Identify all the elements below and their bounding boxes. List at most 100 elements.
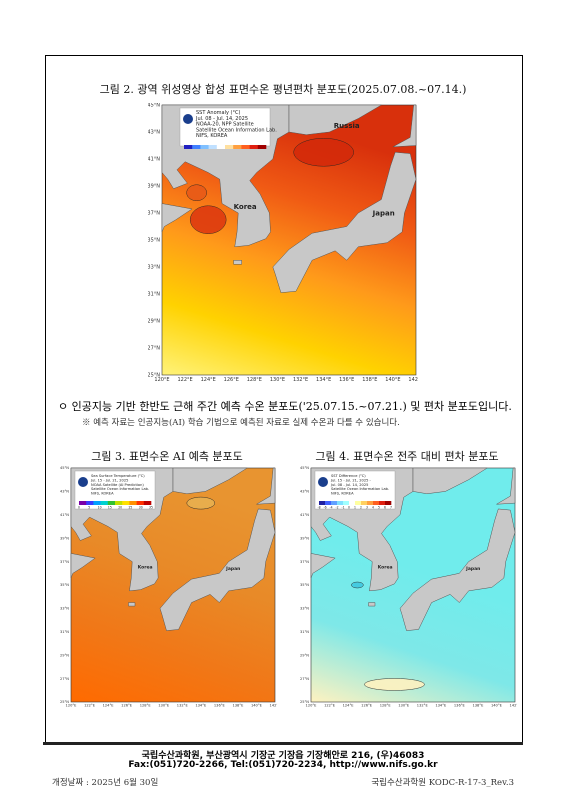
land <box>172 467 249 494</box>
legend-text: NOAA Satellite (AI Prediction) <box>91 483 144 487</box>
revision-date: 개정날짜 : 2025년 6월 30일 <box>52 778 159 788</box>
scale-label: 35 <box>149 506 153 510</box>
lat-label: 31°N <box>148 292 160 298</box>
lon-label: 122°E <box>177 377 192 383</box>
figure-title: 그림 4. 표면수온 전주 대비 편차 분포도 <box>315 450 499 463</box>
lat-label: 29°N <box>60 653 69 657</box>
lon-label: 138°E <box>472 704 484 708</box>
land <box>128 602 136 607</box>
patch <box>189 205 227 234</box>
patch <box>186 496 216 510</box>
place-label: Japan <box>225 566 240 572</box>
legend-text: Satellite Ocean Information Lab. <box>91 487 149 491</box>
scale-label: 2 <box>360 506 362 510</box>
lat-label: 41°N <box>300 513 309 517</box>
land <box>70 553 96 579</box>
place-label: Japan <box>465 566 480 572</box>
lon-label: 132°E <box>293 377 308 383</box>
land <box>310 553 336 579</box>
land <box>256 467 276 505</box>
color-bar <box>385 501 392 505</box>
lon-label: 134°E <box>316 377 331 383</box>
scale-label: 1 <box>354 506 356 510</box>
lon-label: 128°E <box>140 704 152 708</box>
color-bar <box>319 501 326 505</box>
color-bar <box>331 501 338 505</box>
lat-label: 29°N <box>148 319 160 325</box>
lon-label: 140°E <box>251 704 263 708</box>
place-label: Korea <box>138 565 153 571</box>
legend-text: Satellite Ocean Information Lab. <box>196 127 277 133</box>
color-bar <box>79 501 87 505</box>
lat-label: 37°N <box>60 560 69 564</box>
color-bar <box>100 501 109 505</box>
color-bar <box>367 501 374 505</box>
lon-label: 130°E <box>158 704 170 708</box>
lon-label: 120°E <box>66 704 78 708</box>
scale-label: 3 <box>366 506 368 510</box>
lat-label: 45°N <box>148 103 160 109</box>
logo <box>183 114 193 124</box>
lon-label: 138°E <box>362 377 377 383</box>
lat-label: 29°N <box>300 653 309 657</box>
color-bar <box>115 501 123 505</box>
lon-label: 136°E <box>339 377 354 383</box>
color-bar <box>216 145 226 149</box>
lon-label: 142°E <box>510 704 517 708</box>
patch <box>293 138 354 167</box>
lon-label: 134°E <box>435 704 447 708</box>
lat-label: 35°N <box>60 583 69 587</box>
lon-label: 120°E <box>306 704 318 708</box>
lat-label: 25°N <box>60 700 69 704</box>
scale-label: -4 <box>329 506 332 510</box>
color-bar <box>373 501 380 505</box>
legend-text: Jul. 15 - Jul. 21, 2025 - <box>330 478 372 482</box>
scale-label: 5 <box>378 506 380 510</box>
lat-label: 33°N <box>60 607 69 611</box>
scale-label: 30 <box>139 506 143 510</box>
land <box>392 104 417 148</box>
land <box>272 151 417 293</box>
footer-text: Fax:(051)720-2266, Tel:(051)720-2234, ht… <box>128 760 438 770</box>
color-bar <box>86 501 94 505</box>
land <box>368 602 376 607</box>
place-label: Japan <box>372 210 395 218</box>
scale-label: 5 <box>88 506 90 510</box>
lat-label: 25°N <box>148 373 160 379</box>
color-bar <box>325 501 332 505</box>
color-bar <box>257 145 267 149</box>
scale-label: -1 <box>341 506 344 510</box>
legend-text: SST Difference (°C) <box>331 474 366 478</box>
lat-label: 43°N <box>300 490 309 494</box>
lon-label: 142°E <box>270 704 277 708</box>
logo <box>78 477 88 487</box>
lon-label: 126°E <box>121 704 133 708</box>
color-bar <box>337 501 344 505</box>
scale-label: 25 <box>128 506 132 510</box>
land <box>161 203 193 232</box>
land <box>159 508 276 631</box>
scale-label: -6 <box>323 506 326 510</box>
color-bar <box>143 501 152 505</box>
color-bar <box>361 501 368 505</box>
scale-label: 0 <box>348 506 350 510</box>
legend-text: NIFS, KOREA <box>91 492 114 496</box>
legend-text: SST Anomaly (°C) <box>196 110 240 116</box>
lat-label: 31°N <box>300 630 309 634</box>
lon-label: 134°E <box>195 704 207 708</box>
lon-label: 128°E <box>247 377 262 383</box>
lat-label: 39°N <box>148 184 160 190</box>
lon-label: 140°E <box>491 704 503 708</box>
lat-label: 25°N <box>300 700 309 704</box>
lon-label: 136°E <box>214 704 226 708</box>
lat-label: 27°N <box>300 677 309 681</box>
lat-label: 31°N <box>60 630 69 634</box>
color-bar <box>122 501 130 505</box>
lon-label: 142°E <box>408 377 418 383</box>
lon-label: 130°E <box>398 704 410 708</box>
color-bar <box>93 501 101 505</box>
land <box>399 508 516 631</box>
lat-label: 37°N <box>148 211 160 217</box>
lat-label: 33°N <box>148 265 160 271</box>
note: ※ 예측 자료는 인공지능(AI) 학습 기법으로 예측된 자료로 실제 수온과… <box>82 418 400 428</box>
